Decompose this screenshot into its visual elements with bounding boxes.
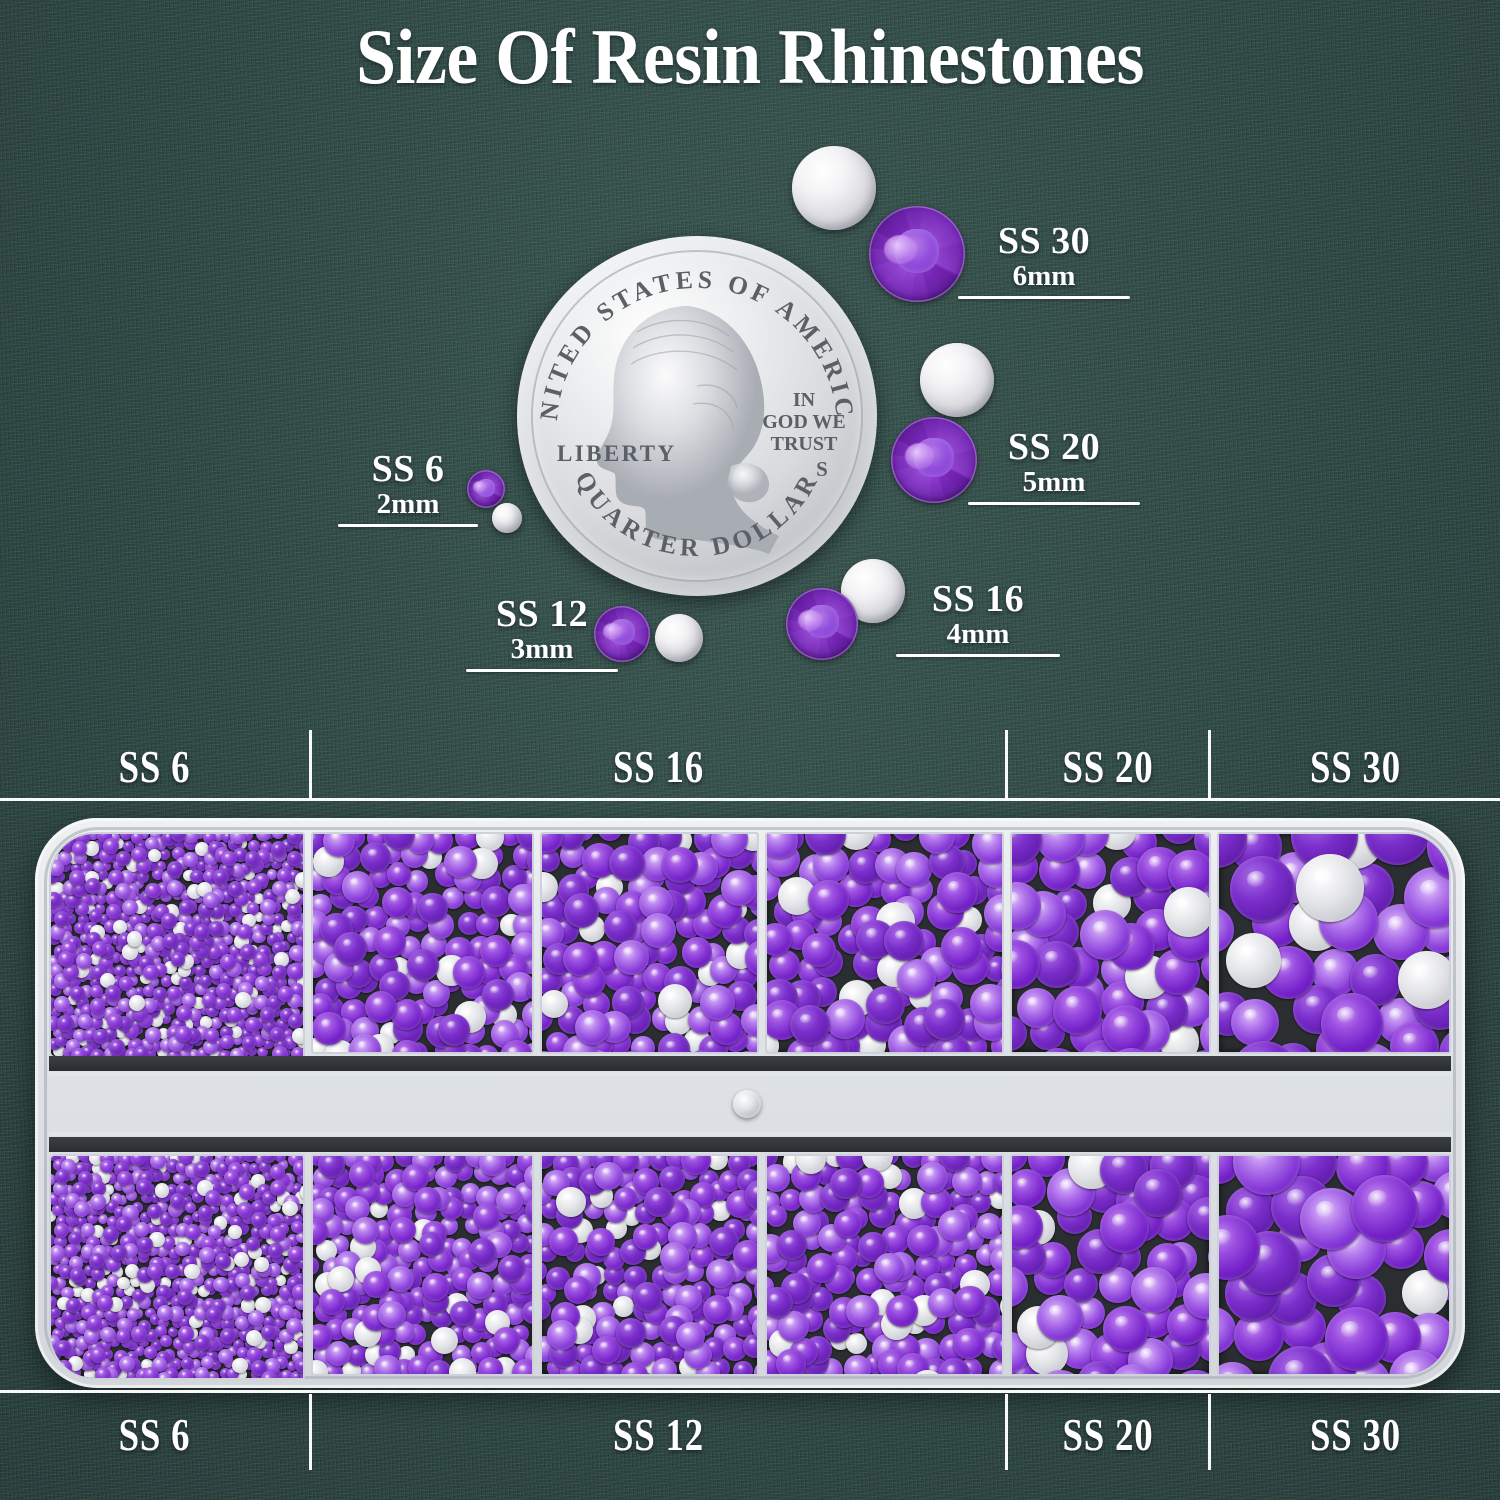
callout-ss16-size: SS 16 xyxy=(931,578,1025,620)
bottom-label-strip: SS 6 SS 12 SS 20 SS 30 xyxy=(0,1390,1500,1500)
top-divider-2 xyxy=(1005,730,1008,800)
callout-ss6-size: SS 6 xyxy=(371,448,445,490)
callout-ss12-size: SS 12 xyxy=(495,593,589,635)
box-top-tray xyxy=(49,832,1451,1058)
compartment-top-ss6[interactable] xyxy=(49,832,305,1058)
compartment-top-2[interactable] xyxy=(310,832,534,1054)
callout-ss16-rule xyxy=(896,653,1060,657)
dome-ss30 xyxy=(792,146,876,230)
compartment-top-ss20[interactable] xyxy=(1009,832,1212,1054)
dome-ss6 xyxy=(492,503,522,533)
gem-ss30 xyxy=(869,206,965,302)
box-bottom-tray xyxy=(49,1154,1451,1380)
gem-ss16 xyxy=(786,588,858,660)
compartment-bottom-ss30[interactable] xyxy=(1217,1154,1451,1376)
page-title: Size Of Resin Rhinestones xyxy=(356,13,1144,100)
callout-ss20-mm: 5mm xyxy=(1022,465,1086,498)
bottom-label-ss12: SS 12 xyxy=(613,1409,704,1460)
bottom-label-ss30: SS 30 xyxy=(1310,1409,1401,1460)
gem-ss12 xyxy=(594,606,650,662)
top-divider-1 xyxy=(309,730,312,800)
dome-ss12 xyxy=(655,614,703,662)
callout-ss16: SS 16 4mm xyxy=(896,580,1060,657)
compartment-bottom-2[interactable] xyxy=(310,1154,534,1376)
callout-ss20-size: SS 20 xyxy=(1007,426,1101,468)
compartment-bottom-3[interactable] xyxy=(539,1154,759,1376)
callout-ss12: SS 12 3mm xyxy=(466,595,618,672)
top-label-ss16: SS 16 xyxy=(613,741,704,792)
bottom-strip-rule xyxy=(0,1390,1500,1393)
compartment-top-ss30[interactable] xyxy=(1217,832,1451,1054)
callout-ss6-mm: 2mm xyxy=(376,487,440,520)
hinge-upper-rail xyxy=(49,1072,1451,1076)
hinge-lower-ledge xyxy=(49,1137,1451,1152)
compartment-bottom-ss6[interactable] xyxy=(49,1154,305,1380)
callout-ss12-rule xyxy=(466,668,618,672)
rhinestone-storage-box[interactable] xyxy=(35,818,1465,1388)
bottom-label-ss6: SS 6 xyxy=(118,1409,191,1460)
compartment-bottom-ss12[interactable] xyxy=(764,1154,1004,1376)
callout-ss20-rule xyxy=(968,501,1140,505)
gem-ss20 xyxy=(891,417,977,503)
compartment-bottom-ss20[interactable] xyxy=(1009,1154,1212,1376)
box-hinge-band xyxy=(49,1056,1451,1152)
compartment-top-ss16[interactable] xyxy=(764,832,1004,1054)
us-quarter-coin: UNITED STATES OF AMERICA QUARTER DOLLAR … xyxy=(506,213,877,596)
bottom-divider-2 xyxy=(1005,1394,1008,1470)
top-divider-3 xyxy=(1208,730,1211,800)
coin-motto-line2: GOD WE xyxy=(762,411,846,433)
callout-ss6: SS 6 2mm xyxy=(338,450,478,527)
callout-ss30-rule xyxy=(958,295,1130,299)
callout-ss6-rule xyxy=(338,523,478,527)
top-label-ss6: SS 6 xyxy=(118,741,191,792)
top-label-ss30: SS 30 xyxy=(1310,741,1401,792)
coin-engraving: UNITED STATES OF AMERICA QUARTER DOLLAR … xyxy=(506,213,856,562)
coin-motto-line1: IN xyxy=(793,389,816,411)
coin-motto-line3: TRUST xyxy=(771,433,838,455)
callout-ss30: SS 30 6mm xyxy=(958,222,1130,299)
hinge-upper-ledge xyxy=(49,1056,1451,1071)
callout-ss30-mm: 6mm xyxy=(1012,259,1076,292)
top-label-strip: SS 6 SS 16 SS 20 SS 30 xyxy=(0,718,1500,804)
callout-ss12-mm: 3mm xyxy=(510,632,574,665)
hinge-lower-rail xyxy=(49,1132,1451,1136)
dome-ss20 xyxy=(920,343,994,417)
compartment-top-3[interactable] xyxy=(539,832,759,1054)
box-latch-button[interactable] xyxy=(733,1090,761,1118)
coin-mintmark: S xyxy=(816,457,828,481)
bottom-divider-3 xyxy=(1208,1394,1211,1470)
callout-ss20: SS 20 5mm xyxy=(968,428,1140,505)
bottom-label-ss20: SS 20 xyxy=(1062,1409,1154,1460)
top-label-ss20: SS 20 xyxy=(1062,741,1154,792)
callout-ss16-mm: 4mm xyxy=(946,617,1010,650)
callout-ss30-size: SS 30 xyxy=(997,220,1091,262)
top-strip-rule xyxy=(0,798,1500,801)
bottom-divider-1 xyxy=(309,1394,312,1470)
gem-ss6 xyxy=(467,470,505,508)
coin-liberty-text: LIBERTY xyxy=(557,441,677,466)
